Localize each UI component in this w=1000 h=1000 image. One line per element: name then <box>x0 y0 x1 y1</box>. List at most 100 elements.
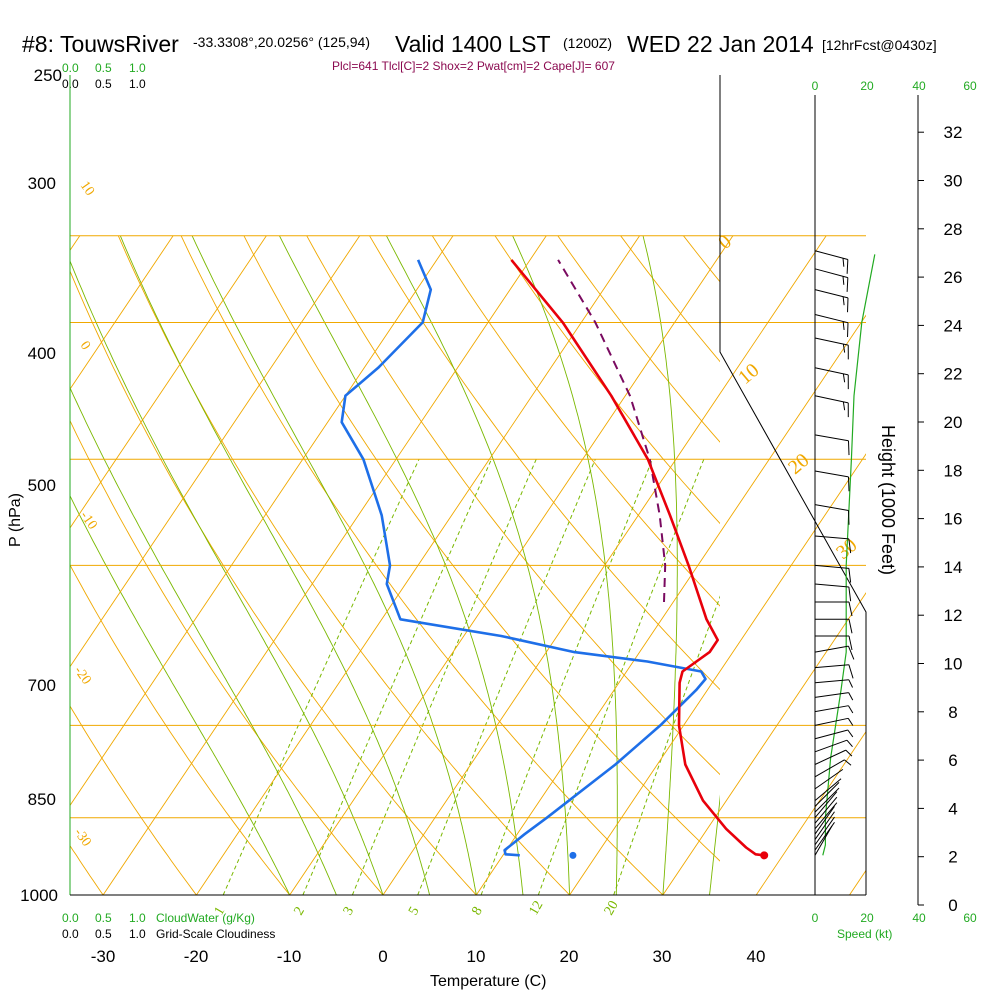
cloudiness-scale-1: 1.0 <box>129 77 146 91</box>
wind-barb-flag-35-1 <box>842 296 845 306</box>
wind-barb-1 <box>814 822 835 851</box>
wind-barb-staff-8 <box>814 787 840 813</box>
wind-barb-staff-32 <box>814 367 849 376</box>
wind-barb-flag-15-0 <box>847 729 854 738</box>
wind-barb-staff-3 <box>814 811 835 840</box>
speed-tick-20-bottom: 20 <box>860 911 874 925</box>
mixing-ratio-label-2: 2 <box>291 904 307 918</box>
wind-barb-12 <box>814 759 852 778</box>
wind-barb-22 <box>815 635 853 651</box>
wind-barb-9 <box>814 781 840 807</box>
height-tick-4: 4 <box>948 799 957 818</box>
wind-panel-boundary <box>719 75 867 895</box>
dry-adiabat-10 <box>70 269 477 895</box>
wind-barb-staff-13 <box>814 749 847 765</box>
wind-speed-trace <box>822 254 876 856</box>
mixing-ratio-20 <box>613 595 720 895</box>
wind-barb-flag-25-0 <box>848 586 852 602</box>
wind-barb-staff-0 <box>814 825 833 856</box>
wind-barb-flag-31-1 <box>842 401 846 411</box>
cloud-water-scale-05-bottom: 0.5 <box>95 911 112 925</box>
wind-barb-17 <box>814 705 854 714</box>
wind-barb-5 <box>814 802 838 830</box>
temperature-trace <box>510 259 765 857</box>
wind-barb-flag-23-0 <box>848 619 853 634</box>
moist-adiabat--10 <box>70 494 291 895</box>
wind-barb-32 <box>814 367 849 390</box>
wind-barb-flag-16-0 <box>847 718 854 726</box>
wind-barb-24 <box>815 601 853 617</box>
wind-barb-7 <box>814 791 838 819</box>
wind-barb-8 <box>814 787 840 813</box>
wind-barb-33 <box>814 337 849 360</box>
wind-barb-34 <box>814 313 849 338</box>
dewpoint-trace <box>340 259 707 857</box>
dry-adiabat-20 <box>117 235 570 895</box>
t-tick-30: 30 <box>653 947 672 966</box>
cloud-water-scale-0-bottom: 0.0 <box>62 911 79 925</box>
moist-adiabat-5 <box>119 235 431 895</box>
dry-adiabat-50 <box>306 235 720 776</box>
wind-barb-staff-15 <box>814 729 848 740</box>
utc-time: (1200Z) <box>563 35 612 51</box>
wind-barb-36 <box>814 268 849 292</box>
p-tick-400: 400 <box>28 344 56 363</box>
height-tick-12: 12 <box>944 606 963 625</box>
moist-adiabat-10 <box>191 235 477 895</box>
wind-barb-staff-21 <box>814 645 849 653</box>
wind-barb-staff-27 <box>814 535 849 540</box>
wind-barb-flag-21-0 <box>848 645 855 660</box>
height-tick-32: 32 <box>944 123 963 142</box>
wind-barb-28 <box>814 504 850 525</box>
speed-axis: 0 20 40 60 0 20 40 60 Speed (kt) <box>812 79 977 941</box>
speed-tick-0-bottom: 0 <box>812 911 819 925</box>
cloud-scale-top: 0.0 0.5 1.0 0.0 0.5 1.0 <box>62 61 146 91</box>
speed-axis-label: Speed (kt) <box>837 927 892 941</box>
wind-barb-4 <box>814 806 835 835</box>
height-tick-6: 6 <box>948 751 957 770</box>
dry-adiabat--20 <box>70 705 197 895</box>
wind-barb-staff-5 <box>814 802 838 830</box>
wind-barb-flag-33-1 <box>842 343 846 353</box>
wind-barb-18 <box>814 692 854 701</box>
wind-barb-staff-6 <box>814 796 838 824</box>
wind-barb-staff-19 <box>814 679 849 684</box>
wind-barb-flag-24-0 <box>848 601 853 617</box>
wind-barb-flag-27-0 <box>848 538 852 554</box>
wind-barb-13 <box>814 749 853 765</box>
dry-adiabat--40 <box>0 236 10 895</box>
wind-barb-flag-37-1 <box>842 258 845 267</box>
isotherm-40 <box>755 730 866 895</box>
wind-barb-staff-26 <box>814 564 849 569</box>
wind-barb-staff-34 <box>814 313 849 324</box>
mixing-ratio-label-5: 5 <box>406 904 422 918</box>
mixing-ratio-12 <box>537 459 705 895</box>
wind-barb-flag-13-0 <box>845 749 853 757</box>
wind-barb-11 <box>814 768 844 790</box>
wind-barb-15 <box>814 729 854 740</box>
forecast-label: [12hrFcst@0430z] <box>822 37 937 53</box>
wind-barb-staff-33 <box>814 337 849 346</box>
wind-barb-flag-22-0 <box>848 635 853 651</box>
dry-adiabat-90 <box>557 235 720 443</box>
wind-barb-flag-17-0 <box>848 705 854 714</box>
moist-adiabat-0 <box>70 259 384 895</box>
wind-barb-flag-12-0 <box>844 759 852 766</box>
cloud-water-label: CloudWater (g/Kg) <box>156 911 255 925</box>
wind-barb-flag-32-1 <box>842 373 846 383</box>
moist-adiabat-15 <box>278 235 524 895</box>
speed-tick-60-top: 60 <box>963 79 977 93</box>
cloud-water-scale-1: 1.0 <box>129 61 146 75</box>
wind-barb-staff-17 <box>814 705 849 713</box>
dry-adiabat-30 <box>180 235 664 895</box>
wind-barb-flag-26-0 <box>848 568 852 583</box>
wind-barb-staff-35 <box>814 289 849 299</box>
height-tick-0: 0 <box>948 896 957 915</box>
wind-barb-flag-28-0 <box>847 510 850 525</box>
wind-barb-0 <box>814 825 833 856</box>
height-axis-label: Height (1000 Feet) <box>878 425 898 575</box>
wind-barb-flag-29-0 <box>847 476 850 492</box>
wind-barb-31 <box>814 395 849 418</box>
